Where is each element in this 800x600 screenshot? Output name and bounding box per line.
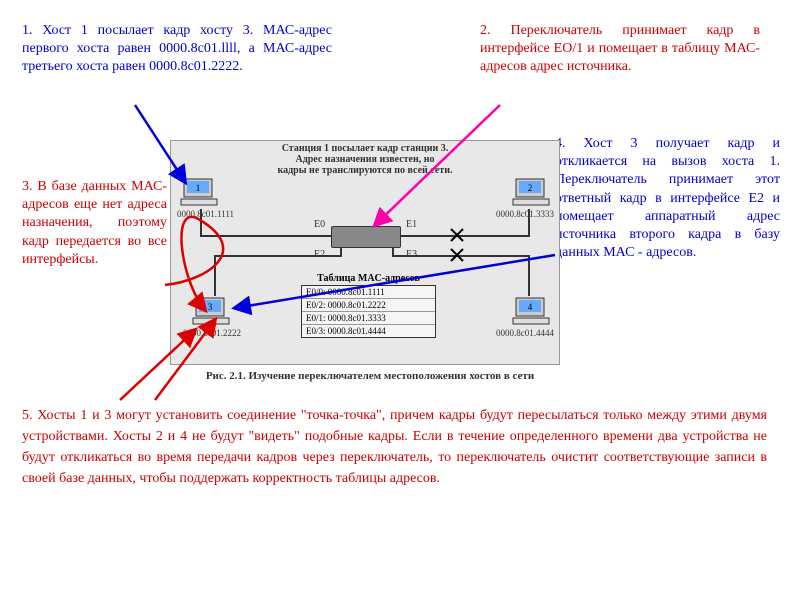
annotation-5: 5. Хосты 1 и 3 могут установить соединен… xyxy=(22,405,767,489)
mac-row: E0/0: 0000.8c01.1111 xyxy=(302,286,435,299)
mac-row: E0/3: 0000.8c01.4444 xyxy=(302,325,435,337)
network-diagram: Станция 1 посылает кадр станции 3. Адрес… xyxy=(170,140,560,365)
annotation-4: 4. Хост 3 получает кадр и откликается на… xyxy=(555,135,780,262)
mac-row: E0/2: 0000.8c01.2222 xyxy=(302,299,435,312)
annotation-2: 2. Переключатель принимает кадр в интерф… xyxy=(480,22,760,77)
annotation-3: 3. В базе данных МАС-адресов еще нет адр… xyxy=(22,178,167,269)
figure-caption: Рис. 2.1. Изучение переключателем местоп… xyxy=(175,370,565,382)
annotation-1: 1. Хост 1 посылает кадр хосту 3. МАС-адр… xyxy=(22,22,332,77)
mac-address-table: Таблица MAC-адресов E0/0: 0000.8c01.1111… xyxy=(301,273,436,338)
mac-row: E0/1: 0000.8c01.3333 xyxy=(302,312,435,325)
